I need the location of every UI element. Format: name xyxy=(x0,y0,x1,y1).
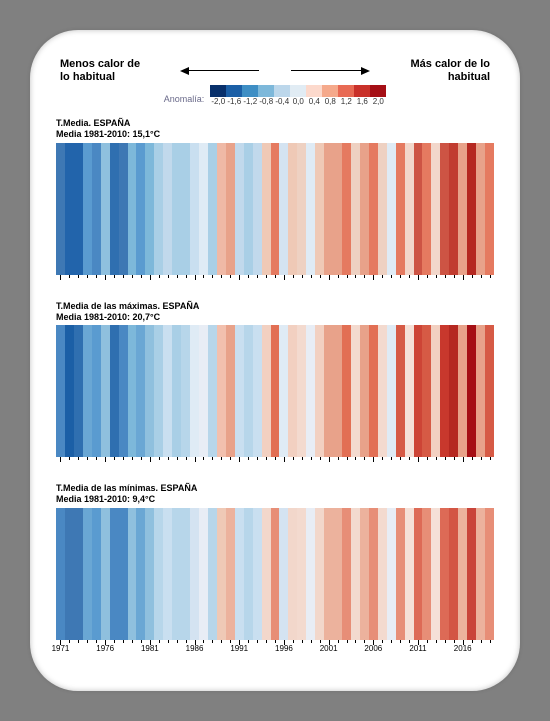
panels: T.Media. ESPAÑAMedia 1981-2010: 15,1°C T.… xyxy=(56,118,494,654)
card: Menos calor de lo habitual Más calor de … xyxy=(30,30,520,691)
panel-title: T.Media de las mínimas. ESPAÑAMedia 1981… xyxy=(56,483,494,505)
x-axis xyxy=(56,275,494,289)
panel-title: T.Media de las máximas. ESPAÑAMedia 1981… xyxy=(56,301,494,323)
legend: Anomalía: -2,0-1,6-1,2-0,8-0,40,00,40,81… xyxy=(56,85,494,106)
x-axis xyxy=(56,457,494,471)
warming-stripes xyxy=(56,508,494,640)
panel-title: T.Media. ESPAÑAMedia 1981-2010: 15,1°C xyxy=(56,118,494,140)
arrow-right-icon xyxy=(291,67,370,75)
legend-prefix: Anomalía: xyxy=(164,85,205,104)
cold-label: Menos calor de lo habitual xyxy=(60,58,150,83)
header: Menos calor de lo habitual Más calor de … xyxy=(56,58,494,83)
warming-stripes xyxy=(56,325,494,457)
legend-colorbar xyxy=(210,85,386,97)
x-axis: 1971197619811986199119962001200620112016 xyxy=(56,640,494,654)
legend-ticks: -2,0-1,6-1,2-0,8-0,40,00,40,81,21,62,0 xyxy=(210,97,386,106)
arrows xyxy=(150,67,400,75)
warming-stripes xyxy=(56,143,494,275)
warm-label: Más calor de lo habitual xyxy=(400,58,490,83)
arrow-left-icon xyxy=(180,67,259,75)
